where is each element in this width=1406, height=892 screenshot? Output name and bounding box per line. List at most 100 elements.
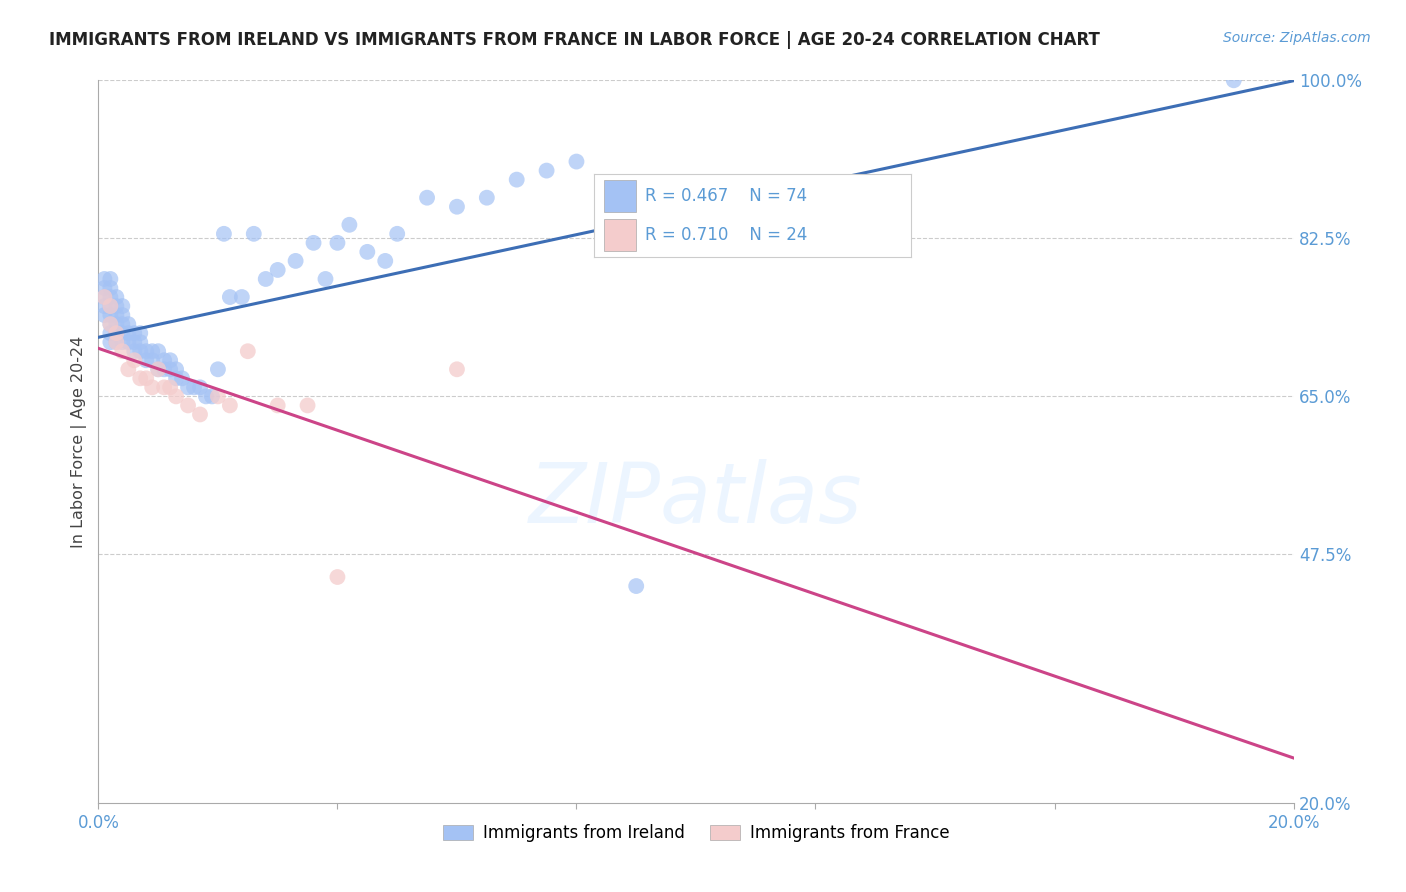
Point	[124, 335, 146, 350]
Y-axis label: In Labor Force | Age 20-24: In Labor Force | Age 20-24	[72, 335, 87, 548]
Point	[374, 253, 396, 268]
Point	[284, 253, 307, 268]
Point	[416, 191, 439, 205]
Point	[105, 326, 128, 341]
Point	[129, 335, 152, 350]
Point	[153, 353, 176, 368]
Point	[135, 371, 157, 385]
Point	[267, 398, 290, 412]
Point	[111, 308, 134, 322]
Point	[129, 344, 152, 359]
Point	[93, 272, 115, 286]
Point	[159, 353, 181, 368]
Point	[475, 191, 498, 205]
Point	[148, 362, 170, 376]
Point	[135, 344, 157, 359]
Point	[172, 371, 194, 385]
Point	[626, 579, 648, 593]
Point	[326, 570, 349, 584]
Point	[98, 290, 122, 304]
Point	[98, 299, 122, 313]
Point	[141, 380, 163, 394]
Point	[124, 353, 146, 368]
Point	[98, 281, 122, 295]
Point	[446, 200, 468, 214]
Point	[135, 353, 157, 368]
Text: IMMIGRANTS FROM IRELAND VS IMMIGRANTS FROM FRANCE IN LABOR FORCE | AGE 20-24 COR: IMMIGRANTS FROM IRELAND VS IMMIGRANTS FR…	[49, 31, 1099, 49]
Point	[188, 380, 211, 394]
Point	[105, 317, 128, 331]
Point	[177, 380, 200, 394]
Point	[195, 389, 218, 403]
Point	[93, 290, 115, 304]
Point	[236, 344, 259, 359]
Point	[98, 272, 122, 286]
Point	[93, 290, 115, 304]
Point	[124, 344, 146, 359]
Point	[254, 272, 277, 286]
Point	[98, 317, 122, 331]
Point	[446, 362, 468, 376]
Point	[93, 308, 115, 322]
Point	[129, 326, 152, 341]
Point	[201, 389, 224, 403]
Point	[105, 335, 128, 350]
Point	[506, 172, 529, 186]
Point	[98, 317, 122, 331]
Point	[219, 290, 242, 304]
Text: ZIPatlas: ZIPatlas	[529, 458, 863, 540]
Point	[315, 272, 337, 286]
Legend: Immigrants from Ireland, Immigrants from France: Immigrants from Ireland, Immigrants from…	[436, 817, 956, 848]
Point	[93, 281, 115, 295]
Point	[148, 344, 170, 359]
Point	[93, 299, 115, 313]
Point	[326, 235, 349, 250]
Point	[148, 362, 170, 376]
Point	[105, 290, 128, 304]
Point	[177, 398, 200, 412]
Point	[111, 317, 134, 331]
Point	[212, 227, 235, 241]
Point	[105, 299, 128, 313]
Point	[105, 326, 128, 341]
Point	[165, 371, 187, 385]
Point	[243, 227, 266, 241]
Point	[159, 380, 181, 394]
Point	[183, 380, 205, 394]
Point	[165, 362, 187, 376]
Point	[297, 398, 319, 412]
Point	[565, 154, 588, 169]
Point	[124, 326, 146, 341]
Point	[207, 389, 229, 403]
Point	[231, 290, 253, 304]
Point	[219, 398, 242, 412]
Point	[117, 362, 139, 376]
Point	[105, 308, 128, 322]
Point	[111, 344, 134, 359]
Point	[153, 362, 176, 376]
Point	[98, 326, 122, 341]
Point	[207, 362, 229, 376]
Point	[105, 335, 128, 350]
Point	[536, 163, 558, 178]
Point	[1223, 73, 1246, 87]
Point	[267, 263, 290, 277]
Point	[111, 335, 134, 350]
Point	[385, 227, 409, 241]
Point	[159, 362, 181, 376]
Point	[356, 244, 378, 259]
Point	[141, 353, 163, 368]
Point	[98, 308, 122, 322]
Point	[117, 317, 139, 331]
Point	[129, 371, 152, 385]
Point	[98, 299, 122, 313]
Point	[188, 408, 211, 422]
Text: Source: ZipAtlas.com: Source: ZipAtlas.com	[1223, 31, 1371, 45]
Point	[153, 380, 176, 394]
Point	[302, 235, 325, 250]
Point	[98, 335, 122, 350]
Point	[165, 389, 187, 403]
Point	[111, 299, 134, 313]
Point	[141, 344, 163, 359]
Point	[117, 326, 139, 341]
